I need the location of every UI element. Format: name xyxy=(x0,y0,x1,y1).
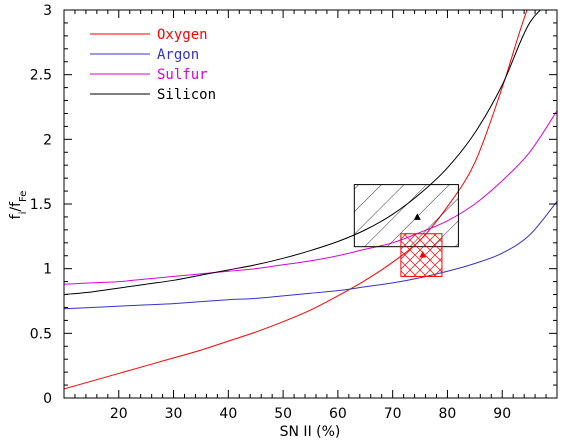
series-layer xyxy=(64,10,557,390)
x-tick-label: 20 xyxy=(110,406,128,422)
x-tick-label: 40 xyxy=(219,406,237,422)
series-line-sulfur xyxy=(64,110,557,285)
series-line-silicon xyxy=(64,10,542,296)
marker-triangle-red xyxy=(419,250,427,258)
plot-frame xyxy=(63,9,558,399)
x-axis-label: SN II (%) xyxy=(280,424,341,440)
y-axis-label: fi/fFe xyxy=(8,191,29,220)
legend-label-argon: Argon xyxy=(157,47,199,63)
y-tick-label: 1.5 xyxy=(30,197,52,213)
y-tick-label: 0.5 xyxy=(30,326,52,342)
series-line-oxygen xyxy=(64,10,528,390)
y-tick-label: 2 xyxy=(43,132,52,148)
marker-triangle-black xyxy=(413,213,421,220)
legend-label-silicon: Silicon xyxy=(157,87,216,103)
series-line-argon xyxy=(64,201,557,310)
y-tick-label: 3 xyxy=(43,3,52,19)
x-tick-label: 90 xyxy=(493,406,511,422)
legend-label-sulfur: Sulfur xyxy=(157,67,208,83)
x-tick-label: 80 xyxy=(439,406,457,422)
x-tick-label: 60 xyxy=(329,406,347,422)
y-tick-label: 2.5 xyxy=(30,68,52,84)
x-tick-label: 70 xyxy=(384,406,402,422)
ticks-layer: 20 30 40 50 60 70 80 90 0 0.5 1 1.5 2 2.5 3 xyxy=(30,3,557,422)
y-tick-label: 0 xyxy=(43,391,52,407)
annotation-layer xyxy=(353,184,459,277)
y-tick-label: 1 xyxy=(43,262,52,278)
legend-label-oxygen: Oxygen xyxy=(157,27,208,43)
legend: Oxygen Argon Sulfur Silicon xyxy=(90,27,216,103)
x-tick-label: 30 xyxy=(165,406,183,422)
x-tick-label: 50 xyxy=(274,406,292,422)
